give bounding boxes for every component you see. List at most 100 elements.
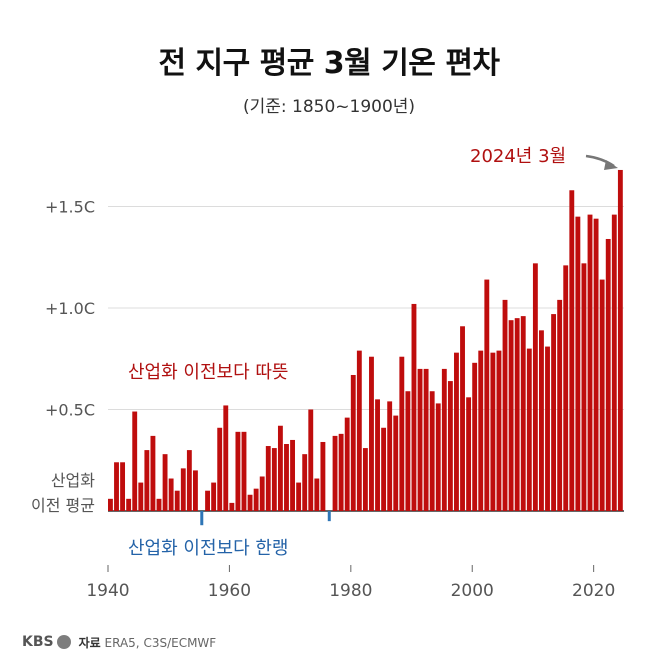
bar-1965 [259,476,265,511]
bar-1961 [235,431,241,511]
bar-1975 [320,441,326,511]
source-credit: 자료 ERA5, C3S/ECMWF [79,634,217,651]
bar-1972 [302,454,308,511]
bar-1964 [253,488,259,511]
bar-1947 [150,435,156,511]
bar-2016 [569,190,575,511]
bar-1969 [284,444,289,511]
bar-1997 [454,352,459,511]
x-tick-label: 2000 [451,581,494,601]
bar-1956 [205,490,210,511]
annotation-cold: 산업화 이전보다 한랭 [128,538,288,559]
bar-2004 [496,350,502,511]
bar-1991 [417,368,423,511]
kbs-logo-text: KBS [22,634,54,650]
bar-1945 [138,482,144,511]
bar-1941 [114,462,119,511]
bar-2022 [605,238,611,512]
bar-1974 [314,478,320,511]
bar-2000 [472,362,478,511]
bar-1984 [375,399,380,511]
bar-1977 [332,435,338,511]
bar-2003 [490,352,496,511]
bar-1958 [217,427,223,511]
bar-1993 [429,391,435,511]
bar-2023 [611,214,617,511]
bar-1982 [362,448,368,511]
bar-2019 [587,214,593,511]
bar-1951 [174,490,180,511]
bar-2009 [526,348,532,511]
bar-1971 [296,482,302,511]
bar-1979 [344,417,350,511]
bar-1953 [186,450,192,511]
bar-1988 [399,356,405,511]
bar-2012 [545,346,550,511]
baseline-label: 산업화 [51,471,95,490]
bar-1949 [162,454,168,511]
annotation-arrow-head [604,160,618,170]
bar-1998 [460,326,465,511]
kbs-logo-icon [56,635,71,649]
y-tick-label: +1.0C [45,299,95,318]
source-label: 자료 [78,635,101,650]
bar-1994 [435,403,441,511]
bar-2007 [514,318,520,511]
kbs-logo: KBS [22,634,71,650]
bar-1957 [211,482,217,511]
bar-2013 [551,314,557,511]
bar-1950 [168,478,174,511]
y-tick-label: +0.5C [45,401,95,420]
bar-1999 [466,397,472,511]
bar-1963 [247,494,253,511]
bar-1992 [423,368,429,511]
bar-1996 [447,381,453,511]
bar-1948 [156,498,162,511]
bar-1960 [229,502,235,511]
bar-1978 [338,433,344,511]
chart-title: 전 지구 평균 3월 기온 편차 [158,46,500,81]
bar-2005 [502,299,508,511]
bar-1954 [192,470,198,511]
bar-1966 [265,446,271,511]
bar-2014 [557,299,563,511]
bar-1955 [200,511,204,526]
bar-1973 [308,409,314,511]
annotation-latest: 2024년 3월 [470,146,566,167]
bar-2018 [581,263,587,511]
bar-2024 [617,169,623,511]
bar-2006 [508,320,514,511]
x-tick-label: 1940 [86,581,129,601]
bar-2020 [593,218,599,511]
bar-1985 [381,427,387,511]
bar-1942 [120,462,126,511]
bar-1944 [132,411,138,511]
bar-2001 [478,350,484,511]
bar-1980 [350,374,356,511]
bar-1981 [356,350,362,511]
bar-1952 [180,468,186,511]
bar-1976 [327,511,331,522]
bar-1989 [405,391,411,511]
x-tick-label: 2020 [572,581,615,601]
bar-1962 [241,431,247,511]
bar-2015 [563,265,569,511]
bar-1986 [387,401,393,511]
bar-1990 [411,303,417,511]
bar-1983 [369,356,374,511]
annotation-warm: 산업화 이전보다 따뜻 [128,362,288,383]
footer: KBS 자료 ERA5, C3S/ECMWF [22,632,216,652]
bar-2017 [575,216,581,511]
y-tick-label: +1.5C [45,198,95,217]
bar-1967 [271,448,277,511]
bar-1940 [108,498,113,511]
source-text: ERA5, C3S/ECMWF [104,635,217,650]
x-tick-label: 1980 [329,581,372,601]
x-tick-label: 1960 [208,581,251,601]
baseline-label: 이전 평균 [31,496,95,515]
bar-1943 [126,498,132,511]
bar-2008 [520,316,526,511]
bar-1968 [277,425,283,511]
